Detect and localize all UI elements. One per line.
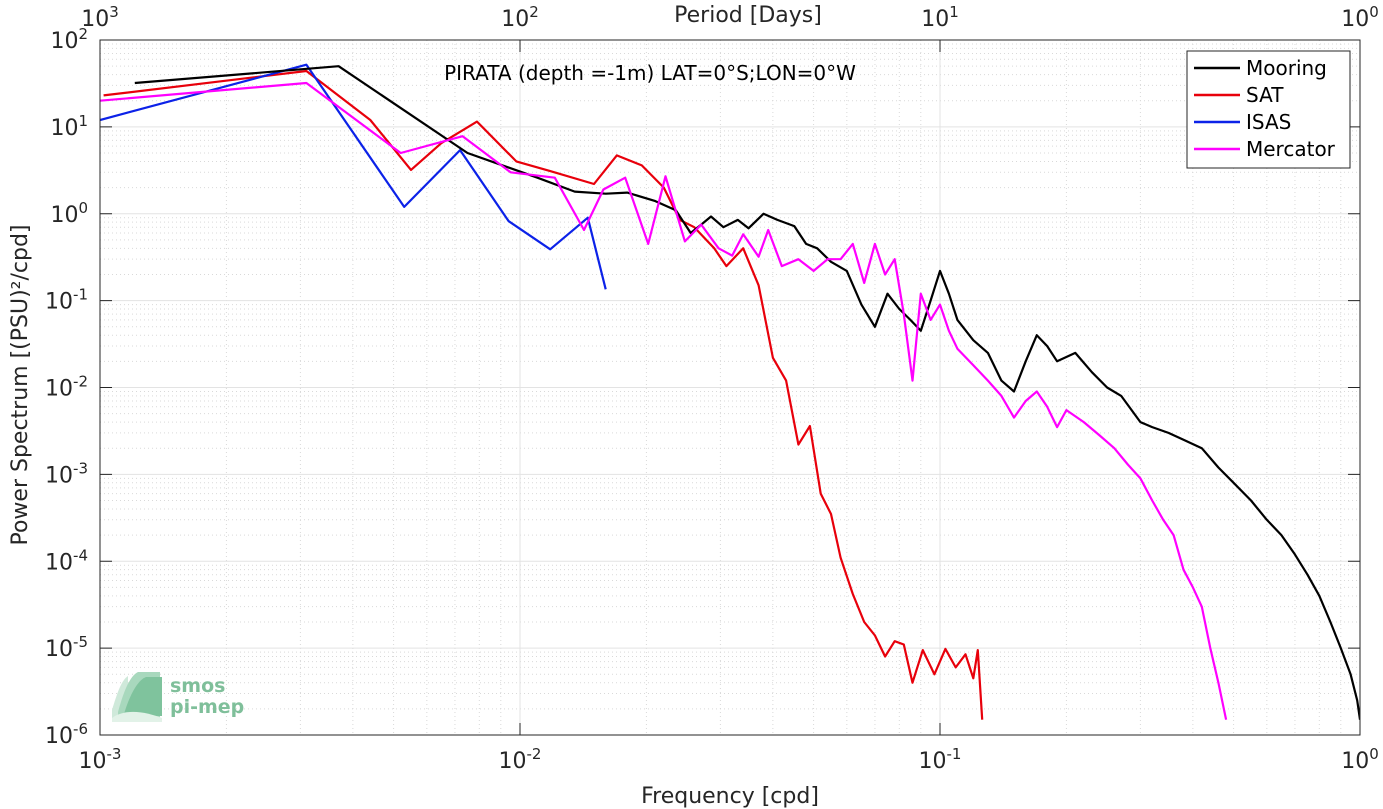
series-line-mooring xyxy=(134,65,1360,720)
y-axis-label: Power Spectrum [(PSU)²/cpd] xyxy=(8,224,33,545)
logo-waves-icon xyxy=(112,672,162,722)
logo-line1: smos xyxy=(170,675,225,697)
legend-label-sat: SAT xyxy=(1246,83,1284,107)
series-layer xyxy=(100,63,1360,720)
x-tick-label: 100 xyxy=(1341,745,1379,774)
y-tick-label: 10-6 xyxy=(45,720,88,749)
y-tick-label: 10-4 xyxy=(45,546,88,575)
series-line-mercator xyxy=(100,81,1228,720)
y-tick-label: 101 xyxy=(50,112,88,141)
legend-label-isas: ISAS xyxy=(1246,110,1291,134)
x-tick-label: 10-2 xyxy=(499,745,542,774)
smos-pi-mep-logo: smos pi-mep xyxy=(112,672,244,722)
chart-title: PIRATA (depth =-1m) LAT=0°S;LON=0°W xyxy=(444,61,856,85)
y-tick-label: 102 xyxy=(50,25,88,54)
top-tick-label: 100 xyxy=(1341,3,1379,32)
y-tick-label: 10-2 xyxy=(45,373,88,402)
y-tick-label: 10-1 xyxy=(45,286,88,315)
top-tick-label: 102 xyxy=(501,3,539,32)
logo-line2: pi-mep xyxy=(170,696,244,718)
x-tick-label: 10-3 xyxy=(79,745,122,774)
series-line-sat xyxy=(103,69,984,720)
top-tick-label: 103 xyxy=(81,3,119,32)
series-line-isas xyxy=(100,63,607,290)
grid-major xyxy=(99,39,1361,736)
top-axis-label: Period [Days] xyxy=(674,3,822,28)
legend: Mooring SAT ISAS Mercator xyxy=(1186,50,1351,169)
legend-label-mooring: Mooring xyxy=(1246,56,1327,80)
top-tick-label: 101 xyxy=(921,3,959,32)
legend-label-mercator: Mercator xyxy=(1246,137,1336,161)
x-axis-label: Frequency [cpd] xyxy=(641,784,819,809)
y-tick-label: 10-3 xyxy=(45,459,88,488)
ticks-layer xyxy=(99,39,1361,736)
y-tick-label: 10-5 xyxy=(45,633,88,662)
y-tick-label: 100 xyxy=(50,199,88,228)
x-tick-label: 10-1 xyxy=(919,745,962,774)
